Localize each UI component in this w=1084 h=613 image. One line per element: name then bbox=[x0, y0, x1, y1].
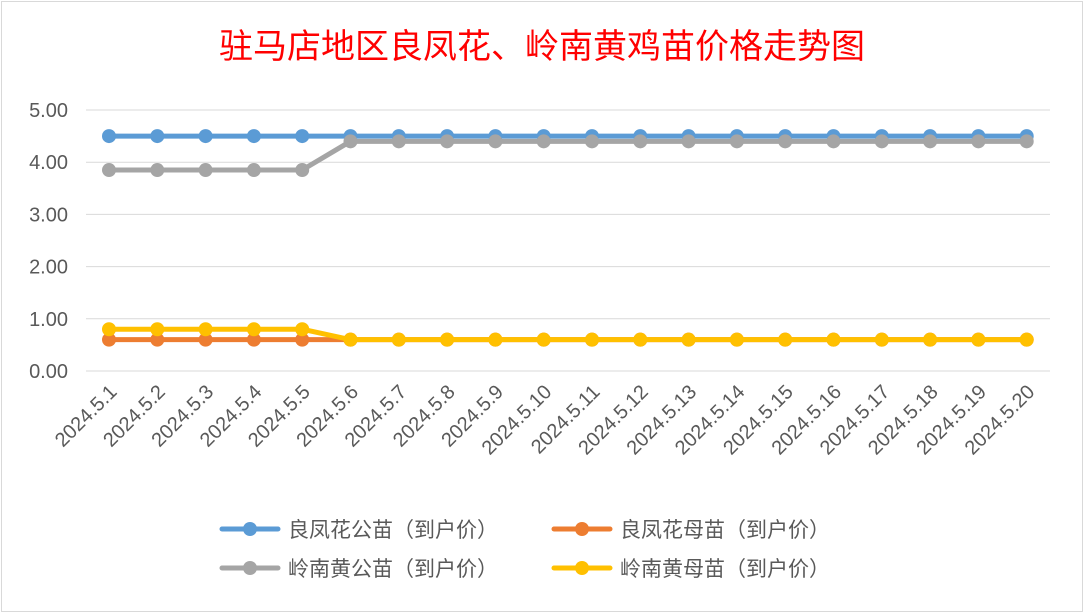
data-point bbox=[729, 134, 744, 149]
series-group bbox=[102, 134, 1034, 178]
data-point bbox=[971, 134, 986, 149]
legend-item: 岭南黄母苗（到户价） bbox=[551, 557, 830, 581]
legend: 良凤花公苗（到户价） 良凤花母苗（到户价） 岭南黄公苗（到户价） 岭南黄母苗（到户价） bbox=[219, 518, 830, 581]
y-tick-label: 2.00 bbox=[29, 257, 68, 279]
data-point bbox=[198, 163, 213, 178]
data-point bbox=[681, 134, 696, 149]
data-point bbox=[874, 134, 889, 149]
data-point bbox=[778, 134, 793, 149]
series-group bbox=[102, 322, 1034, 347]
data-point bbox=[923, 134, 938, 149]
data-point bbox=[826, 134, 841, 149]
y-tick-label: 1.00 bbox=[29, 309, 68, 331]
data-point bbox=[1019, 332, 1034, 347]
data-point bbox=[102, 332, 116, 347]
data-point bbox=[633, 134, 648, 149]
legend-swatch-marker bbox=[575, 561, 589, 575]
series-lines bbox=[102, 129, 1034, 347]
data-point bbox=[343, 332, 358, 347]
series-line bbox=[106, 138, 1030, 173]
data-point bbox=[923, 332, 938, 347]
data-point bbox=[150, 332, 165, 347]
legend-label: 岭南黄公苗（到户价） bbox=[288, 557, 498, 581]
legend-item: 岭南黄公苗（到户价） bbox=[219, 557, 498, 581]
data-point bbox=[343, 134, 358, 149]
data-point bbox=[246, 322, 261, 337]
y-axis-tick-labels: 0.00 1.00 2.00 3.00 4.00 5.00 bbox=[29, 100, 68, 383]
data-point bbox=[585, 134, 599, 149]
data-point bbox=[295, 322, 310, 337]
data-point bbox=[150, 163, 165, 178]
chart-title: 驻马店地区良凤花、岭南黄鸡苗价格走势图 bbox=[219, 27, 865, 67]
data-point bbox=[778, 332, 793, 347]
data-point bbox=[826, 332, 841, 347]
gridlines bbox=[86, 109, 1050, 372]
data-point bbox=[102, 129, 116, 144]
data-point bbox=[874, 332, 889, 347]
legend-label: 良凤花公苗（到户价） bbox=[288, 518, 498, 542]
data-point bbox=[1019, 134, 1034, 149]
data-point bbox=[198, 129, 213, 144]
data-point bbox=[246, 129, 261, 144]
data-point bbox=[246, 163, 261, 178]
data-point bbox=[971, 332, 986, 347]
legend-swatch-marker bbox=[243, 561, 257, 575]
data-point bbox=[102, 322, 116, 337]
data-point bbox=[150, 129, 165, 144]
y-tick-label: 5.00 bbox=[29, 100, 68, 122]
data-point bbox=[536, 332, 551, 347]
data-point bbox=[102, 163, 116, 178]
series-line bbox=[106, 326, 1030, 343]
data-point bbox=[391, 332, 406, 347]
y-tick-label: 4.00 bbox=[29, 152, 68, 174]
y-tick-label: 0.00 bbox=[29, 361, 68, 383]
legend-item: 良凤花公苗（到户价） bbox=[219, 518, 498, 542]
data-point bbox=[440, 332, 455, 347]
data-point bbox=[585, 332, 599, 347]
data-point bbox=[391, 134, 406, 149]
data-point bbox=[246, 332, 261, 347]
data-point bbox=[633, 332, 648, 347]
legend-label: 良凤花母苗（到户价） bbox=[620, 518, 830, 542]
data-point bbox=[488, 134, 503, 149]
data-point bbox=[295, 163, 310, 178]
legend-swatch-marker bbox=[575, 522, 589, 536]
data-point bbox=[198, 332, 213, 347]
data-point bbox=[729, 332, 744, 347]
data-point bbox=[536, 134, 551, 149]
data-point bbox=[295, 129, 310, 144]
data-point bbox=[295, 332, 310, 347]
data-point bbox=[440, 134, 455, 149]
legend-swatch-marker bbox=[243, 522, 257, 536]
y-tick-label: 3.00 bbox=[29, 204, 68, 226]
data-point bbox=[150, 322, 165, 337]
data-point bbox=[488, 332, 503, 347]
data-point bbox=[681, 332, 696, 347]
legend-label: 岭南黄母苗（到户价） bbox=[620, 557, 830, 581]
data-point bbox=[198, 322, 213, 337]
legend-item: 良凤花母苗（到户价） bbox=[551, 518, 830, 542]
